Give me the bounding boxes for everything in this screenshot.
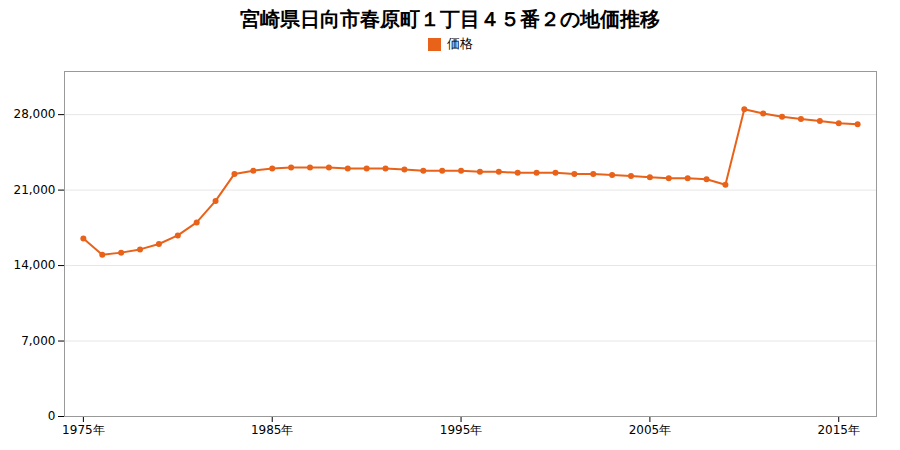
html-text:宮崎県日向市春原町１丁目４５番２の地価推移: 宮崎県日向市春原町１丁目４５番２の地価推移 (240, 7, 660, 31)
svg-text:0: 0 (48, 409, 56, 423)
svg-text:1985年: 1985年 (251, 423, 294, 437)
svg-text:2005年: 2005年 (629, 423, 672, 437)
svg-text:14,000: 14,000 (14, 258, 56, 272)
svg-text:1995年: 1995年 (440, 423, 483, 437)
svg-text:7,000: 7,000 (21, 334, 55, 348)
svg-text:1975年: 1975年 (62, 423, 105, 437)
svg-text:28,000: 28,000 (14, 107, 56, 121)
svg-text:21,000: 21,000 (14, 183, 56, 197)
html-text:価格: 価格 (446, 36, 473, 51)
svg-text:2015年: 2015年 (817, 423, 860, 437)
